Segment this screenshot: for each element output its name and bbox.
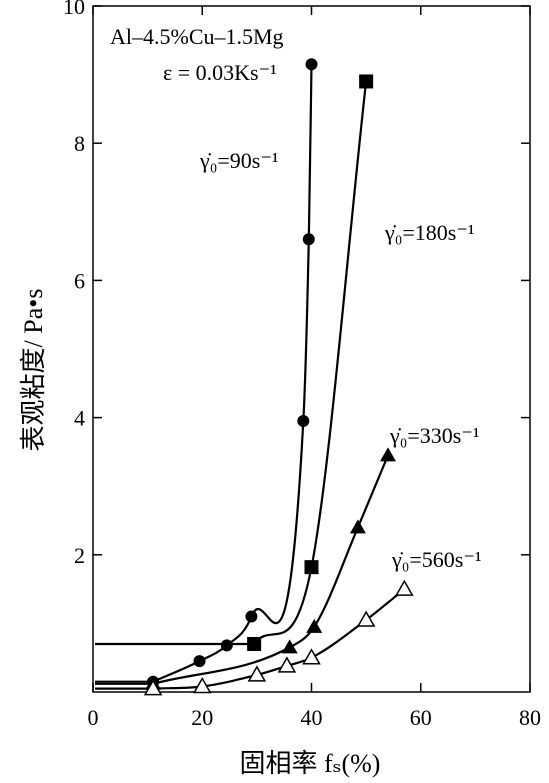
data-point [143,679,163,696]
y-tick-label: 6 [74,268,85,293]
x-axis-title: 固相率 fₛ(%) [240,749,381,778]
series-markers [143,58,414,696]
series-label-330: γ̇₀=330s⁻¹ [389,423,480,448]
axis-ticks: 0 20 40 60 80 2 4 6 8 10 [63,0,541,730]
data-point [302,648,321,665]
plot-area: 0 20 40 60 80 2 4 6 8 10 [63,0,541,730]
data-point [247,665,267,682]
chart-subtitle: ε = 0.03Ks⁻¹ [163,60,277,85]
data-point [281,639,298,654]
x-tick-label: 20 [191,705,213,730]
data-point [245,610,258,623]
chart-title: Al–4.5%Cu–1.5Mg [110,24,284,49]
x-tick-label: 80 [519,705,541,730]
data-point [302,233,315,246]
y-tick-label: 8 [74,131,85,156]
series-curve-1 [95,81,368,646]
y-tick-label: 10 [63,0,85,19]
data-point [349,519,366,534]
y-tick-label: 4 [74,406,85,431]
x-tick-label: 0 [88,705,99,730]
data-point [395,579,414,596]
data-point [220,639,233,652]
data-point [305,58,318,71]
data-point [247,636,262,651]
data-point [304,560,319,575]
y-axis-title: 表观粘度/ Pa•s [19,289,48,452]
series-label-90: γ̇₀=90s⁻¹ [199,148,279,173]
data-point [306,618,323,633]
data-point [192,677,212,694]
data-point [193,655,206,668]
series-label-180: γ̇₀=180s⁻¹ [384,220,475,245]
series-label-560: γ̇₀=560s⁻¹ [391,547,482,572]
data-point [297,415,310,428]
data-point [359,74,374,89]
x-tick-label: 40 [301,705,323,730]
data-point [356,610,376,627]
data-point [277,656,297,673]
y-tick-label: 2 [74,543,85,568]
x-tick-label: 60 [410,705,432,730]
data-point [379,447,396,462]
series-curve-2 [95,454,390,685]
